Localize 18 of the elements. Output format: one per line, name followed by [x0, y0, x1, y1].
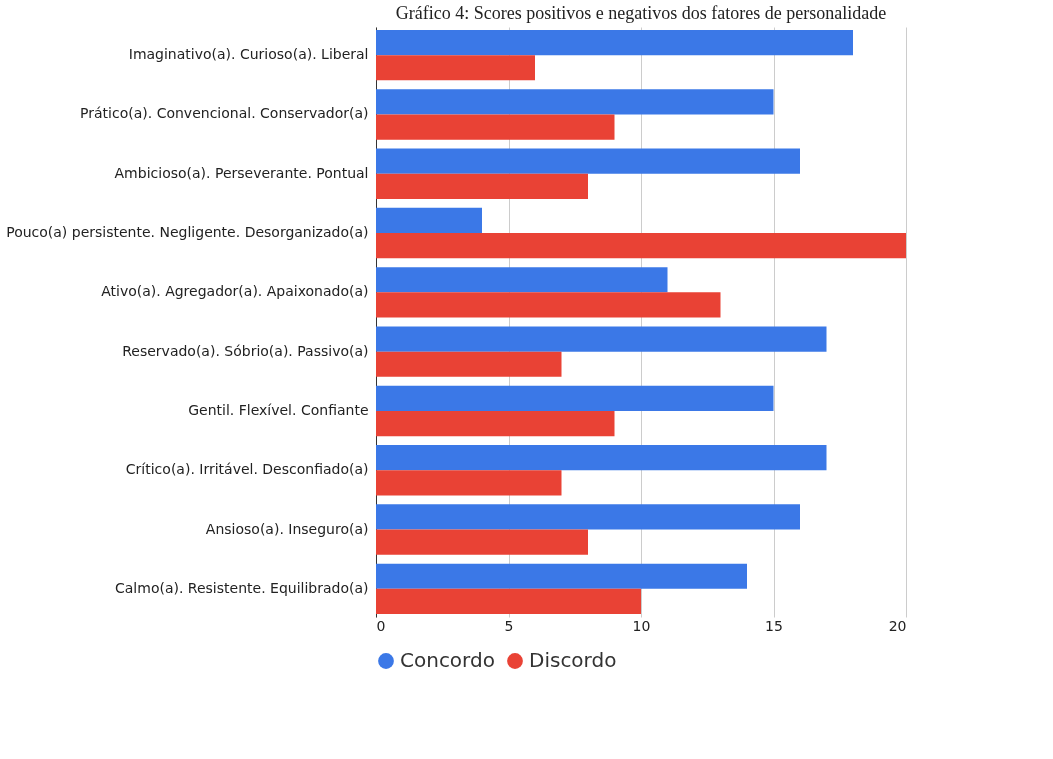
x-tick-label: 0 — [376, 617, 386, 634]
x-tick-label: 10 — [632, 617, 651, 634]
x-tick-label: 20 — [888, 617, 907, 634]
legend-label: Concordo — [400, 648, 495, 672]
y-tick-label: Reservado(a). Sóbrio(a). Passivo(a) — [122, 342, 369, 359]
chart-title: Gráfico 4: Scores positivos e negativos dos fatores de personalidade — [395, 3, 887, 23]
y-tick-label: Imaginativo(a). Curioso(a). Liberal — [128, 46, 369, 63]
y-tick-label: Prático(a). Convencional. Conservador(a) — [80, 105, 369, 122]
y-tick-label: Ambicioso(a). Perseverante. Pontual — [114, 164, 369, 181]
x-tick-label: 5 — [504, 617, 514, 634]
legend-label: Discordo — [529, 648, 617, 672]
y-tick-label: Ativo(a). Agregador(a). Apaixonado(a) — [101, 283, 369, 300]
y-tick-label: Crítico(a). Irritável. Desconfiado(a) — [125, 461, 369, 478]
x-tick-label: 15 — [765, 617, 783, 634]
y-tick-label: Ansioso(a). Inseguro(a) — [205, 520, 369, 537]
y-tick-label: Calmo(a). Resistente. Equilibrado(a) — [115, 579, 369, 596]
y-tick-label: Pouco(a) persistente. Negligente. Desorganizado(a) — [6, 224, 369, 241]
y-tick-label: Gentil. Flexível. Confiante — [188, 401, 369, 418]
